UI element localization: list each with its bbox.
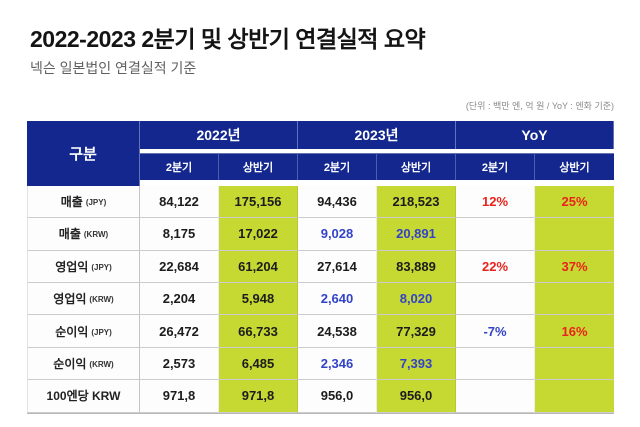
row-label-text: 순이익: [55, 324, 89, 339]
row-label-text: 100엔당 KRW: [46, 389, 121, 404]
row-label: 순이익 (KRW): [27, 347, 140, 381]
header-group-2022: 2022년: [140, 121, 298, 149]
table-cell: 5,948: [219, 282, 298, 316]
header-sub-2022-h1: 상반기: [219, 153, 298, 181]
table-cell: [456, 218, 535, 251]
header-sub-2023-h1: 상반기: [377, 153, 456, 181]
unit-note: (단위 : 백만 엔, 억 원 / YoY : 엔화 기준): [465, 101, 614, 111]
table-cell: 971,8: [219, 380, 298, 413]
table-cell: [535, 282, 614, 316]
table-cell: 83,889: [377, 250, 456, 283]
table-cell: 37%: [535, 250, 614, 283]
table-cell: 27,614: [298, 250, 377, 283]
row-label-text: 영업익: [55, 259, 89, 274]
table-cell: 971,8: [140, 380, 219, 413]
table-cell: 12%: [456, 185, 535, 219]
table-cell: 26,472: [140, 315, 219, 348]
table-cell: [535, 218, 614, 251]
table-cell: -7%: [456, 315, 535, 348]
row-label-unit: (KRW): [89, 359, 114, 369]
row-label-unit: (JPY): [85, 197, 107, 207]
table-cell: 8,175: [140, 218, 219, 251]
table-cell: 22,684: [140, 250, 219, 283]
header-sub-2023-q2: 2분기: [298, 153, 377, 181]
table-cell: 7,393: [377, 347, 456, 381]
table-cell: [535, 347, 614, 381]
table-cell: 22%: [456, 250, 535, 283]
results-table: 구분 2022년 2023년 YoY 2분기 상반기 2분기 상반기 2분기 상…: [27, 121, 614, 414]
row-label-text: 매출: [58, 227, 81, 242]
table-cell: 2,573: [140, 347, 219, 381]
row-label-unit: (KRW): [83, 230, 109, 240]
page-title: 2022-2023 2분기 및 상반기 연결실적 요약: [30, 26, 426, 52]
row-label: 매출 (KRW): [27, 218, 140, 251]
header-sub-yoy-q2: 2분기: [456, 153, 535, 181]
table-cell: 84,122: [140, 185, 219, 219]
table-cell: 175,156: [219, 185, 298, 219]
row-label-unit: (JPY): [91, 262, 112, 272]
row-label: 순이익 (JPY): [27, 315, 140, 348]
table-cell: 77,329: [377, 315, 456, 348]
header-sub-yoy-h1: 상반기: [535, 153, 614, 181]
table-cell: [535, 380, 614, 413]
row-label-unit: (KRW): [89, 295, 114, 305]
page-subtitle: 넥슨 일본법인 연결실적 기준: [30, 60, 197, 76]
table-cell: [456, 347, 535, 381]
row-label-text: 영업익: [53, 292, 87, 307]
table-cell: 66,733: [219, 315, 298, 348]
table-cell: 956,0: [377, 380, 456, 413]
table-cell: 24,538: [298, 315, 377, 348]
row-label-text: 매출: [60, 194, 83, 209]
table-cell: 6,485: [219, 347, 298, 381]
header-group-2023: 2023년: [298, 121, 456, 149]
table-cell: [456, 282, 535, 316]
row-label: 매출 (JPY): [27, 185, 140, 219]
row-label-text: 순이익: [53, 356, 87, 371]
table-cell: 20,891: [377, 218, 456, 251]
table-cell: 17,022: [219, 218, 298, 251]
row-label: 영업익 (KRW): [27, 282, 140, 316]
row-label-unit: (JPY): [91, 327, 112, 337]
table-cell: 2,640: [298, 282, 377, 316]
table-cell: 61,204: [219, 250, 298, 283]
table-cell: 2,346: [298, 347, 377, 381]
table-cell: 8,020: [377, 282, 456, 316]
row-label: 영업익 (JPY): [27, 250, 140, 283]
table-cell: 218,523: [377, 185, 456, 219]
table-cell: 956,0: [298, 380, 377, 413]
table-cell: 25%: [535, 185, 614, 219]
header-group-yoy: YoY: [456, 121, 614, 149]
row-label: 100엔당 KRW: [27, 380, 140, 413]
table-corner-header: 구분: [27, 121, 140, 186]
table-cell: 9,028: [298, 218, 377, 251]
table-cell: 94,436: [298, 185, 377, 219]
table-cell: [456, 380, 535, 413]
header-sub-2022-q2: 2분기: [140, 153, 219, 181]
table-cell: 16%: [535, 315, 614, 348]
table-cell: 2,204: [140, 282, 219, 316]
